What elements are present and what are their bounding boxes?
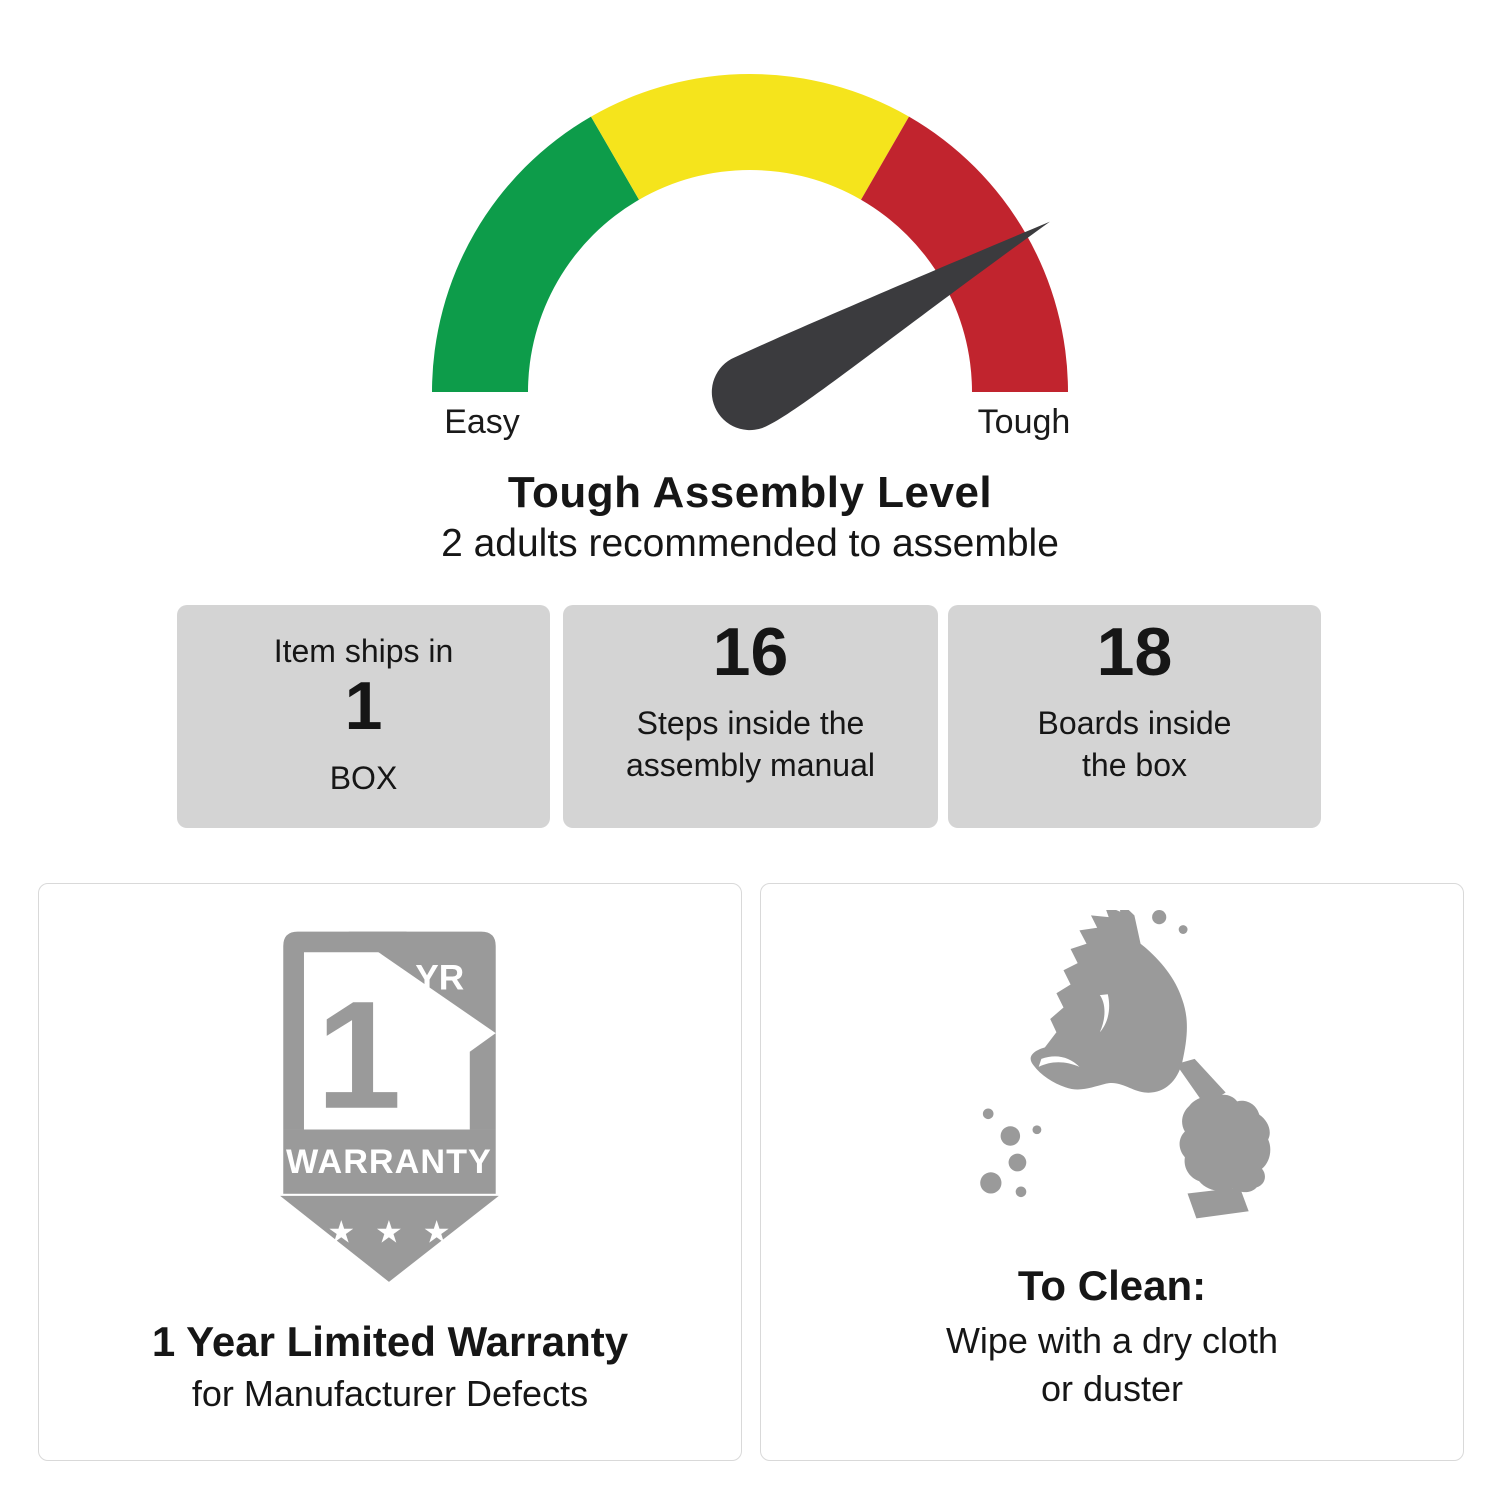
svg-text:★: ★	[327, 1214, 355, 1249]
svg-text:1: 1	[316, 969, 401, 1141]
svg-text:YR: YR	[415, 959, 464, 998]
svg-text:★: ★	[423, 1214, 451, 1249]
svg-text:Easy: Easy	[444, 403, 520, 441]
svg-text:WARRANTY: WARRANTY	[286, 1143, 492, 1181]
svg-text:Tough: Tough	[978, 403, 1071, 441]
svg-text:★: ★	[375, 1214, 403, 1249]
